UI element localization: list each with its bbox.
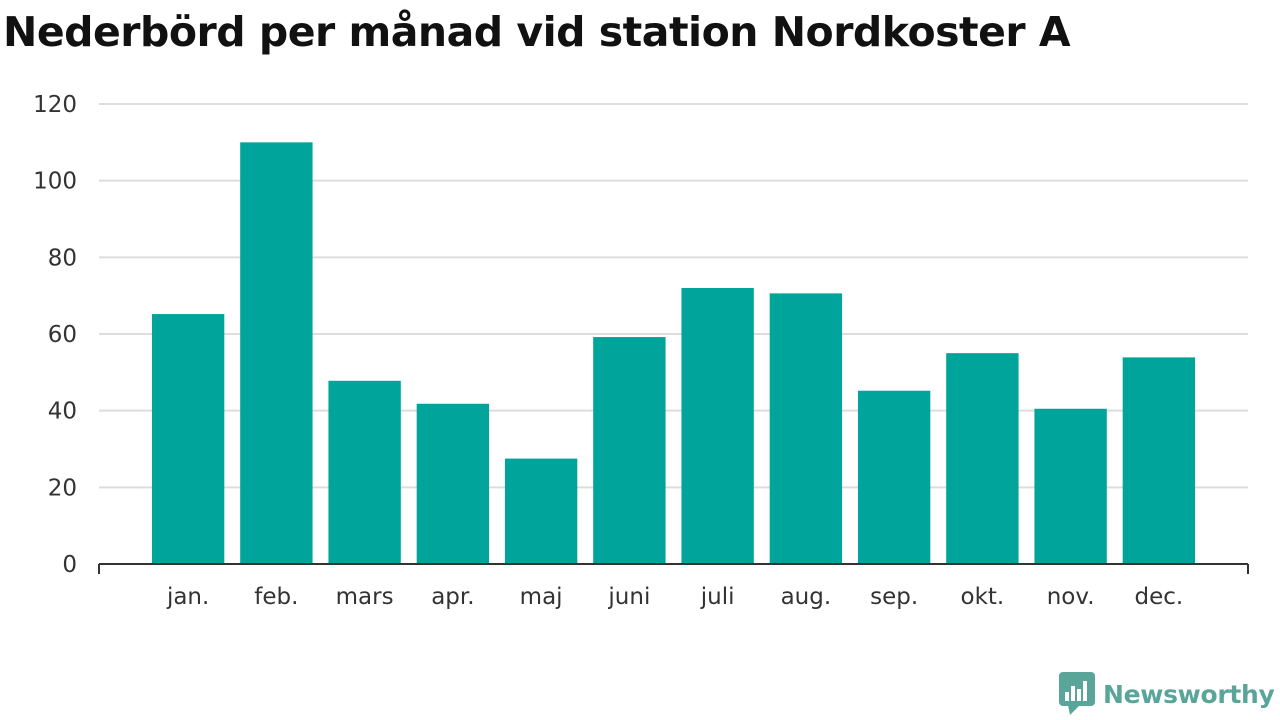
bar-jan	[151, 314, 225, 564]
y-tick-label: 120	[33, 92, 77, 118]
newsworthy-logo-text: Newsworthy	[1103, 679, 1275, 709]
newsworthy-logo: Newsworthy	[1059, 672, 1275, 716]
x-tick-label: juli	[700, 584, 735, 610]
bar-apr	[416, 403, 490, 564]
x-tick-label: aug.	[781, 584, 832, 610]
bar-aug	[769, 293, 843, 564]
bars	[151, 142, 1196, 565]
x-tick-label: dec.	[1135, 584, 1184, 610]
bar-okt	[946, 353, 1019, 564]
bar-feb	[240, 142, 313, 565]
newsworthy-logo-icon	[1059, 672, 1095, 715]
x-tick-label: apr.	[431, 584, 474, 610]
x-tick-label: mars	[336, 584, 394, 610]
axes	[98, 563, 1249, 574]
y-tick-label: 20	[48, 475, 77, 501]
x-tick-label: jan.	[166, 584, 209, 610]
bar-juni	[593, 337, 666, 564]
x-tick-label: maj	[520, 584, 563, 610]
y-tick-label: 40	[48, 399, 77, 425]
x-tick-label: sep.	[870, 584, 918, 610]
x-tick-label: juni	[607, 584, 650, 610]
y-tick-label: 80	[48, 245, 77, 271]
bar-sep	[857, 390, 931, 564]
y-tick-label: 0	[62, 552, 77, 578]
bar-dec	[1122, 357, 1196, 564]
bar-mars	[328, 380, 401, 564]
x-tick-label: okt.	[961, 584, 1005, 610]
tick-labels: 0 20 40 60 80 100 120 jan. feb. mars apr. maj juni ju…	[33, 92, 1183, 610]
bar-nov	[1034, 408, 1107, 564]
y-tick-label: 100	[33, 169, 77, 195]
y-tick-label: 60	[48, 322, 77, 348]
bar-juli	[681, 288, 754, 564]
chart-title: Nederbörd per månad vid station Nordkost…	[3, 8, 1071, 56]
bar-maj	[504, 458, 578, 564]
x-tick-label: feb.	[254, 584, 298, 610]
x-tick-label: nov.	[1047, 584, 1095, 610]
